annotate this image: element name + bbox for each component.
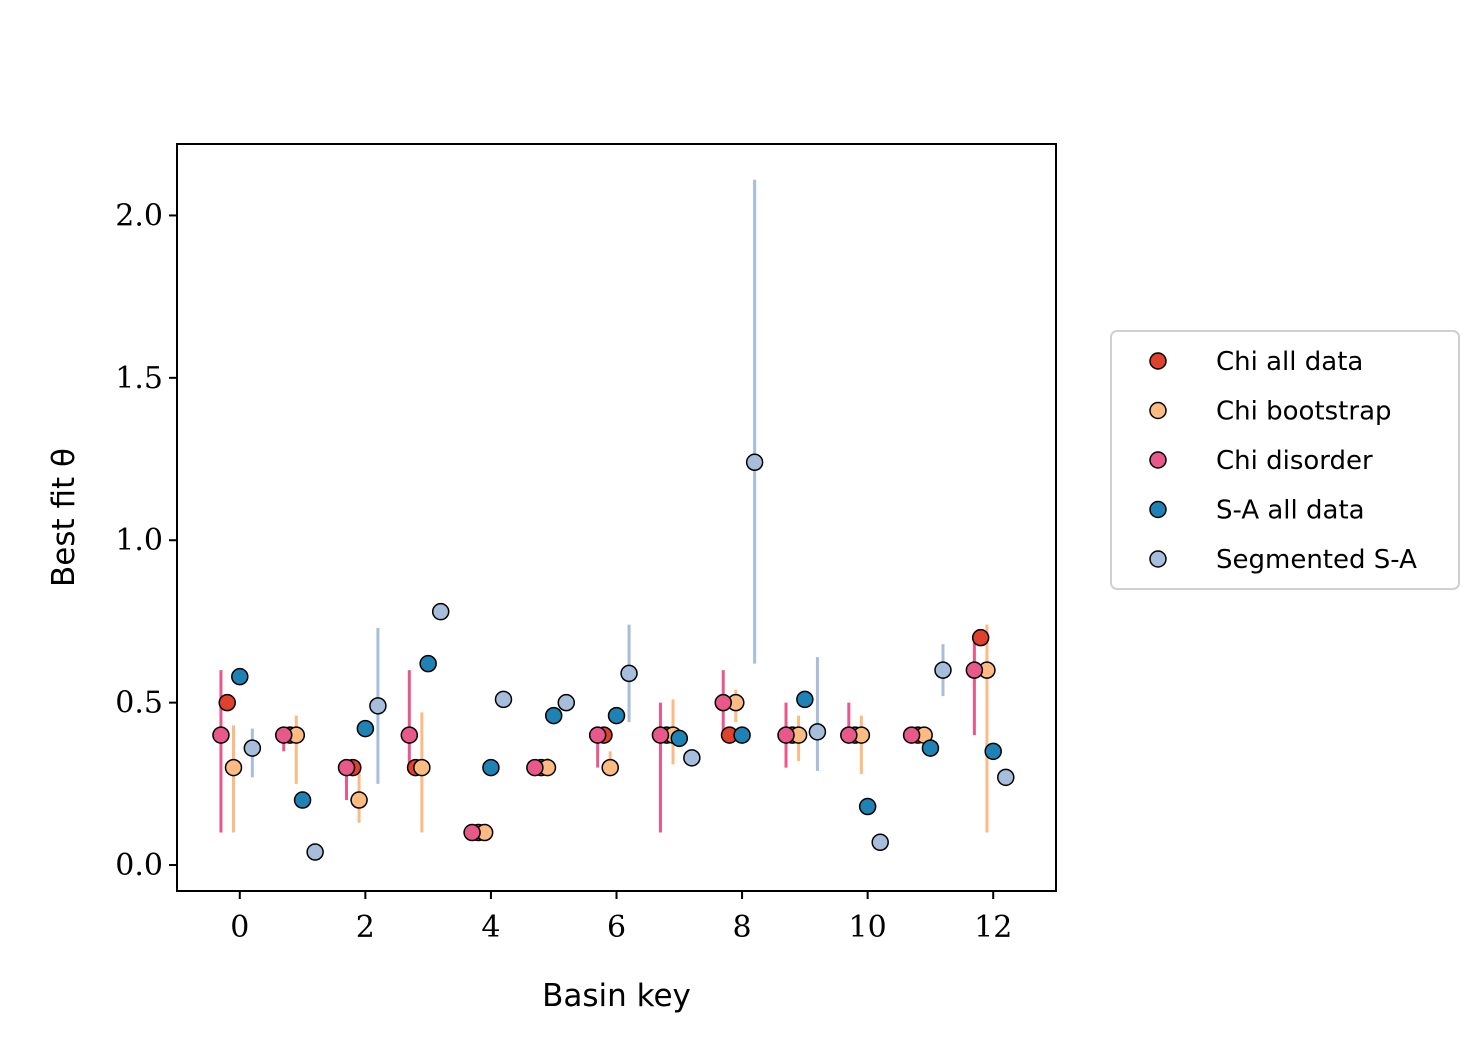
chi-disorder-point <box>212 726 230 744</box>
legend-marker-chi-disorder <box>1149 451 1167 469</box>
legend-label-chi-bootstrap: Chi bootstrap <box>1216 397 1392 427</box>
chi-all-data-point <box>218 693 236 712</box>
y-tick-label: 1.0 <box>115 523 163 558</box>
segmented-s-a-point <box>871 833 889 852</box>
segmented-s-a-point <box>494 690 513 709</box>
segmented-s-a-point <box>683 749 701 767</box>
chi-disorder-point <box>714 693 732 712</box>
segmented-s-a-point <box>808 723 827 741</box>
chi-disorder-point <box>902 726 921 744</box>
s-a-all-data-point <box>293 791 312 809</box>
legend-box <box>1110 330 1460 590</box>
x-tick-label: 8 <box>733 910 752 945</box>
segmented-s-a-point <box>243 739 262 757</box>
x-tick-label: 2 <box>356 910 375 945</box>
y-tick-label: 0.5 <box>115 686 163 721</box>
x-tick-label: 10 <box>849 910 887 945</box>
x-tick-label: 4 <box>481 910 500 945</box>
segmented-s-a-point <box>306 843 324 861</box>
chi-disorder-point <box>840 726 858 744</box>
segmented-s-a-point <box>934 661 952 679</box>
segmented-s-a-point <box>620 664 638 683</box>
y-tick-label: 0.0 <box>115 848 163 883</box>
segmented-s-a-point <box>369 697 387 715</box>
legend-label-chi-disorder: Chi disorder <box>1216 446 1373 476</box>
segmented-s-a-point <box>997 768 1015 787</box>
data-markers <box>212 453 1015 861</box>
x-axis-label: Basin key <box>542 978 691 1014</box>
chi-disorder-point <box>337 758 356 777</box>
s-a-all-data-point <box>356 719 375 738</box>
s-a-all-data-point <box>921 739 940 757</box>
legend-marker-segmented-s-a <box>1149 550 1167 568</box>
s-a-all-data-point <box>482 758 500 777</box>
x-tick-label: 6 <box>607 910 626 945</box>
s-a-all-data-point <box>858 797 877 816</box>
y-tick-label: 2.0 <box>115 198 163 233</box>
legend-marker-s-a-all-data <box>1149 500 1167 519</box>
y-axis-ticks: 0.0 0.5 1.0 1.5 2.0 <box>115 198 177 883</box>
s-a-all-data-point <box>670 729 689 748</box>
x-tick-label: 12 <box>974 910 1012 945</box>
chi-all-data-point <box>971 628 990 647</box>
y-axis-label: Best fit θ <box>46 448 82 587</box>
y-tick-label: 1.5 <box>115 361 163 396</box>
legend: Chi all data Chi bootstrap Chi disorder S-A… <box>1110 330 1460 590</box>
axes-frame <box>176 143 1057 892</box>
chi-bootstrap-point <box>350 791 368 809</box>
segmented-s-a-point <box>557 693 576 712</box>
chi-disorder-point <box>965 661 984 679</box>
chi-disorder-point <box>274 726 293 744</box>
s-a-all-data-point <box>231 667 249 686</box>
chi-disorder-point <box>777 726 795 744</box>
x-axis-ticks: 0 2 4 6 8 10 12 <box>230 891 1012 945</box>
chi-disorder-point <box>463 823 481 842</box>
s-a-all-data-point <box>796 690 814 709</box>
legend-label-segmented-s-a: Segmented S-A <box>1216 545 1417 575</box>
chi-disorder-point <box>400 726 419 744</box>
s-a-all-data-point <box>984 742 1002 761</box>
segmented-s-a-point <box>431 602 450 621</box>
chi-bootstrap-point <box>413 758 431 777</box>
legend-label-s-a-all-data: S-A all data <box>1216 496 1365 526</box>
s-a-all-data-point <box>544 706 563 725</box>
chi-bootstrap-point <box>601 758 619 777</box>
legend-label-chi-all-data: Chi all data <box>1216 347 1363 377</box>
s-a-all-data-point <box>419 654 437 673</box>
legend-marker-chi-all-data <box>1149 352 1167 370</box>
s-a-all-data-point <box>607 706 626 725</box>
chi-disorder-point <box>526 758 544 777</box>
chi-disorder-point <box>588 726 607 744</box>
x-tick-label: 0 <box>230 910 249 945</box>
segmented-s-a-point <box>745 453 764 472</box>
s-a-all-data-point <box>733 726 751 744</box>
chi-bootstrap-point <box>224 758 243 777</box>
legend-marker-chi-bootstrap <box>1149 401 1167 420</box>
chi-disorder-point <box>651 726 670 744</box>
